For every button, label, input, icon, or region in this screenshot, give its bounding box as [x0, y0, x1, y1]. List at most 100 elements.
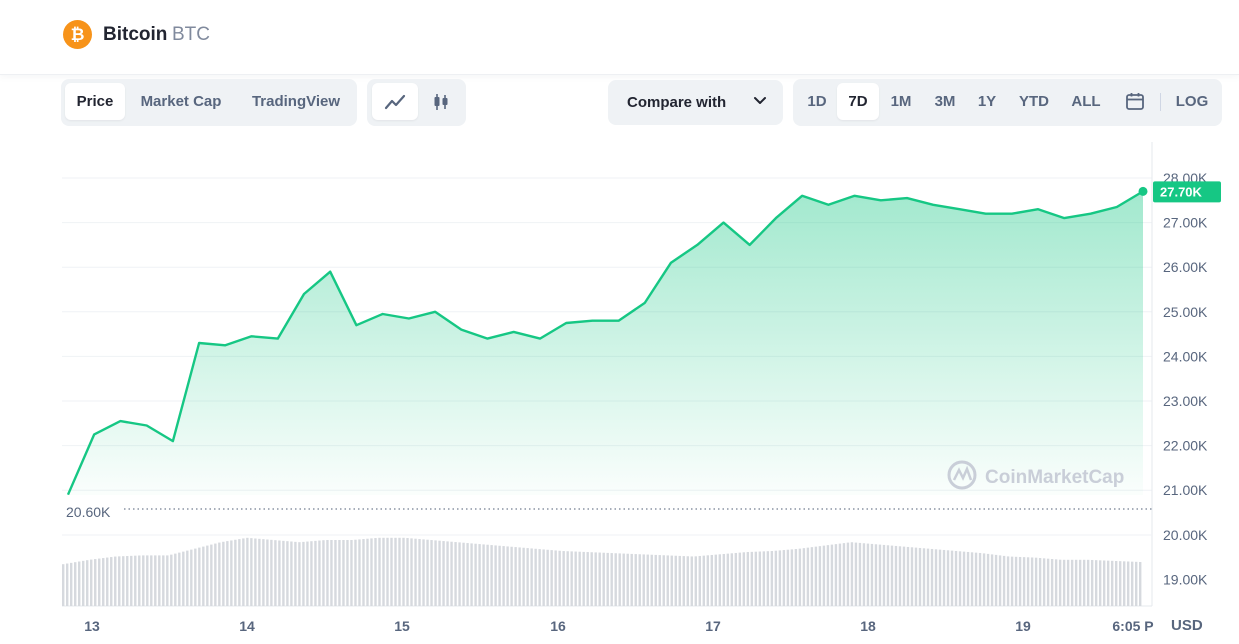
- candlestick-icon[interactable]: [420, 83, 462, 120]
- volume-bar: [530, 548, 533, 606]
- volume-bar: [1030, 557, 1034, 606]
- volume-bar: [1066, 559, 1070, 606]
- volume-bar: [150, 555, 153, 606]
- volume-bar: [1094, 560, 1098, 606]
- volume-bar: [630, 553, 633, 606]
- volume-bar: [914, 547, 918, 606]
- volume-bar: [890, 545, 894, 606]
- volume-bar: [718, 554, 722, 606]
- volume-bar: [942, 549, 946, 606]
- volume-bar: [526, 548, 529, 606]
- range-all[interactable]: ALL: [1071, 93, 1101, 110]
- volume-bar: [934, 549, 938, 606]
- x-tick-label: 19: [1015, 618, 1031, 634]
- y-tick-label: 19.00K: [1163, 571, 1208, 587]
- volume-bar: [686, 556, 689, 606]
- volume-bar: [478, 544, 481, 606]
- volume-bar: [606, 552, 609, 606]
- volume-bar: [430, 540, 433, 606]
- currency-label: USD: [1171, 617, 1203, 634]
- range-1m[interactable]: 1M: [890, 93, 912, 110]
- range-ytd[interactable]: YTD: [1019, 93, 1049, 110]
- y-tick-label: 20.00K: [1163, 527, 1208, 543]
- volume-bar: [806, 547, 810, 606]
- volume-bar: [978, 552, 982, 606]
- volume-bar: [610, 553, 613, 606]
- volume-bar: [490, 545, 493, 606]
- volume-bar: [494, 545, 497, 606]
- volume-bar: [566, 551, 569, 606]
- volume-bar: [562, 551, 565, 606]
- volume-bar: [382, 537, 385, 606]
- tab-tradingview[interactable]: TradingView: [251, 93, 341, 110]
- volume-bar: [762, 551, 766, 606]
- volume-bar: [998, 555, 1002, 606]
- volume-bar: [406, 538, 409, 606]
- volume-bar: [1102, 560, 1106, 606]
- tab-price[interactable]: Price: [65, 83, 125, 120]
- volume-bar: [154, 555, 157, 606]
- volume-bar: [502, 546, 505, 606]
- volume-bar: [342, 540, 345, 606]
- volume-bar: [398, 537, 401, 606]
- volume-bar: [702, 555, 705, 606]
- volume-bar: [542, 549, 545, 606]
- volume-bar: [622, 553, 625, 606]
- volume-bar: [1050, 559, 1054, 606]
- volume-bar: [950, 550, 954, 606]
- volume-bar: [98, 558, 101, 606]
- compare-with-dropdown[interactable]: Compare with: [608, 80, 783, 125]
- volume-bar: [902, 546, 906, 606]
- y-tick-label: 24.00K: [1163, 348, 1208, 364]
- volume-bar: [926, 548, 930, 606]
- volume-bar: [482, 544, 485, 606]
- volume-bar: [346, 540, 349, 606]
- volume-bar: [754, 551, 758, 606]
- volume-bar: [282, 540, 285, 606]
- range-1d[interactable]: 1D: [807, 93, 827, 110]
- volume-bar: [70, 562, 73, 606]
- volume-bar: [422, 539, 425, 606]
- volume-bar: [862, 543, 866, 606]
- volume-bar: [814, 546, 818, 606]
- x-tick-label: 18: [860, 618, 876, 634]
- volume-bar: [1006, 556, 1010, 606]
- volume-bar: [1122, 561, 1126, 606]
- range-7d[interactable]: 7D: [837, 83, 879, 120]
- volume-bar: [618, 553, 621, 606]
- volume-bar: [258, 538, 261, 606]
- volume-bar: [858, 542, 862, 606]
- volume-bar: [90, 559, 93, 606]
- line-chart-icon[interactable]: [372, 83, 418, 120]
- volume-bar: [318, 540, 321, 606]
- volume-bar: [266, 539, 269, 606]
- volume-bar: [642, 554, 645, 606]
- volume-bar: [1130, 561, 1134, 606]
- volume-bar: [294, 541, 297, 606]
- volume-bar: [138, 555, 141, 606]
- volume-bar: [162, 555, 165, 606]
- volume-bar: [186, 550, 189, 606]
- log-scale-toggle[interactable]: LOG: [1175, 93, 1209, 110]
- y-tick-label: 25.00K: [1163, 304, 1208, 320]
- range-3m[interactable]: 3M: [934, 93, 956, 110]
- volume-bar: [1118, 561, 1122, 606]
- current-price-badge: [1153, 181, 1221, 203]
- tab-market-cap[interactable]: Market Cap: [140, 93, 222, 110]
- volume-bar: [1070, 559, 1074, 606]
- volume-bar: [910, 547, 914, 606]
- volume-bar: [166, 555, 169, 606]
- low-price-label: 20.60K: [66, 504, 111, 520]
- y-tick-label: 23.00K: [1163, 393, 1208, 409]
- volume-bar: [522, 547, 525, 606]
- volume-bar: [66, 563, 69, 606]
- volume-bar: [302, 541, 305, 606]
- price-line: [66, 190, 1144, 496]
- bitcoin-logo-icon: ₿: [63, 20, 92, 49]
- volume-bar: [338, 540, 341, 606]
- range-1y[interactable]: 1Y: [977, 93, 997, 110]
- current-price-label: 27.70K: [1160, 184, 1203, 199]
- volume-bar: [394, 537, 397, 606]
- calendar-icon[interactable]: [1117, 83, 1153, 120]
- volume-bar: [558, 550, 561, 606]
